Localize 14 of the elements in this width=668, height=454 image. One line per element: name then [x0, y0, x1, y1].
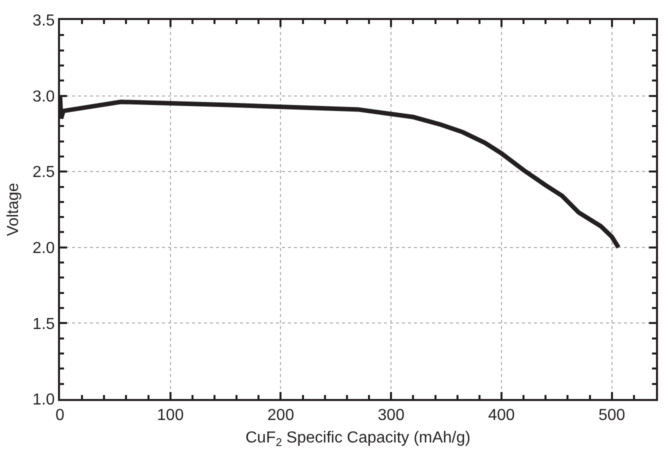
x-tick-label: 400 [488, 407, 515, 424]
y-tick-label: 2.0 [32, 240, 55, 257]
y-tick-label: 2.5 [32, 164, 55, 182]
x-axis-title: CuF$_{2}$ Specific Capacity (mAh/g) [246, 429, 470, 449]
x-tick-label: 100 [157, 407, 184, 424]
x-tick-label: 0 [56, 407, 65, 424]
x-tick-label: 300 [378, 407, 405, 424]
x-tick-label: 500 [598, 407, 626, 424]
x-tick-label: 200 [267, 407, 294, 424]
y-tick-label: 3.0 [32, 88, 55, 106]
y-axis-title: Voltage [4, 182, 22, 236]
y-tick-label: 3.5 [32, 12, 55, 30]
y-tick-label: 1.0 [32, 392, 55, 409]
y-tick-label: 1.5 [32, 316, 55, 333]
